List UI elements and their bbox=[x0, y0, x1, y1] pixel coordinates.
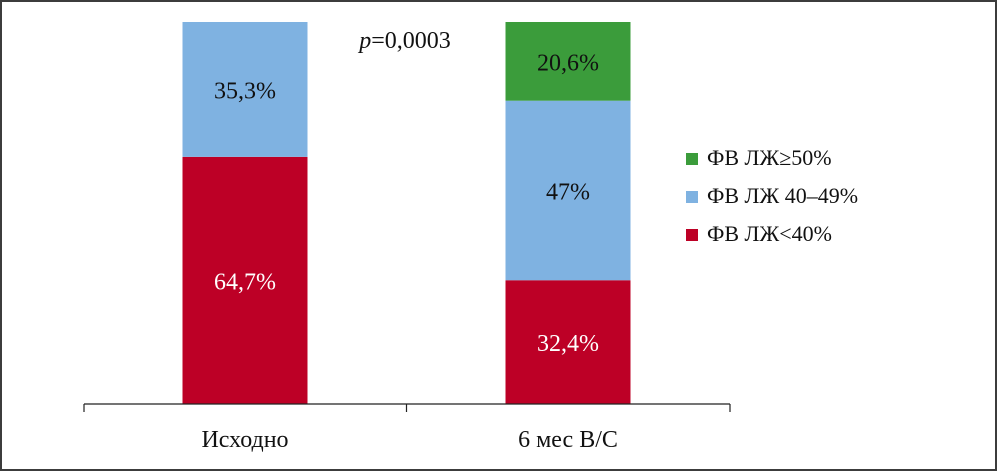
bars-layer bbox=[182, 22, 631, 404]
bar-segment-0-0 bbox=[182, 156, 308, 404]
bar-segment-1-2 bbox=[505, 22, 631, 101]
bar-segment-1-0 bbox=[505, 280, 631, 404]
legend-swatch-2 bbox=[686, 153, 698, 165]
data-label-1-2: 20,6% bbox=[537, 50, 599, 76]
bar-segment-0-1 bbox=[182, 22, 308, 157]
segment-labels-layer: 64,7% 35,3% 32,4% 47% 20,6% bbox=[214, 50, 599, 357]
data-label-0-1: 35,3% bbox=[214, 78, 276, 104]
legend-label-1: ФВ ЛЖ 40–49% bbox=[707, 183, 858, 208]
data-label-1-0: 32,4% bbox=[537, 331, 599, 357]
data-label-0-0: 64,7% bbox=[214, 269, 276, 295]
category-label-0: Исходно bbox=[201, 427, 288, 453]
category-labels-layer: Исходно 6 мес В/С bbox=[201, 427, 617, 453]
category-label-1: 6 мес В/С bbox=[518, 427, 618, 453]
data-label-1-1: 47% bbox=[546, 179, 590, 205]
legend: ФВ ЛЖ≥50% ФВ ЛЖ 40–49% ФВ ЛЖ<40% bbox=[686, 145, 858, 246]
bar-segment-1-1 bbox=[505, 100, 631, 281]
legend-label-2: ФВ ЛЖ≥50% bbox=[707, 145, 832, 170]
legend-label-0: ФВ ЛЖ<40% bbox=[707, 221, 832, 246]
p-value-annotation: p=0,0003 bbox=[357, 28, 451, 54]
x-axis bbox=[83, 403, 731, 412]
legend-swatch-0 bbox=[686, 229, 698, 241]
legend-swatch-1 bbox=[686, 191, 698, 203]
